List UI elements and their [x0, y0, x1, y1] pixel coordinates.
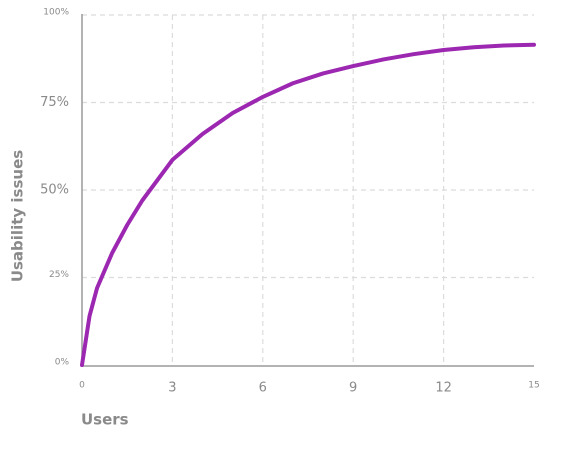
x-axis-title: Users [81, 411, 129, 429]
y-tick-label: 50% [40, 183, 69, 198]
y-tick-label: 100% [43, 8, 69, 18]
line [80, 42, 536, 367]
x-tick-label: 9 [349, 381, 357, 396]
x-tick-label: 3 [168, 381, 176, 396]
x-tick-label: 6 [259, 381, 267, 396]
y-tick-label: 75% [40, 95, 69, 110]
y-tick-label: 0% [55, 358, 70, 368]
x-tick-label: 12 [435, 381, 452, 396]
x-tick-label: 0 [79, 381, 85, 391]
y-tick-label: 25% [49, 270, 69, 280]
x-tick-label: 15 [528, 381, 539, 391]
y-axis-title: Usability issues [9, 150, 27, 282]
